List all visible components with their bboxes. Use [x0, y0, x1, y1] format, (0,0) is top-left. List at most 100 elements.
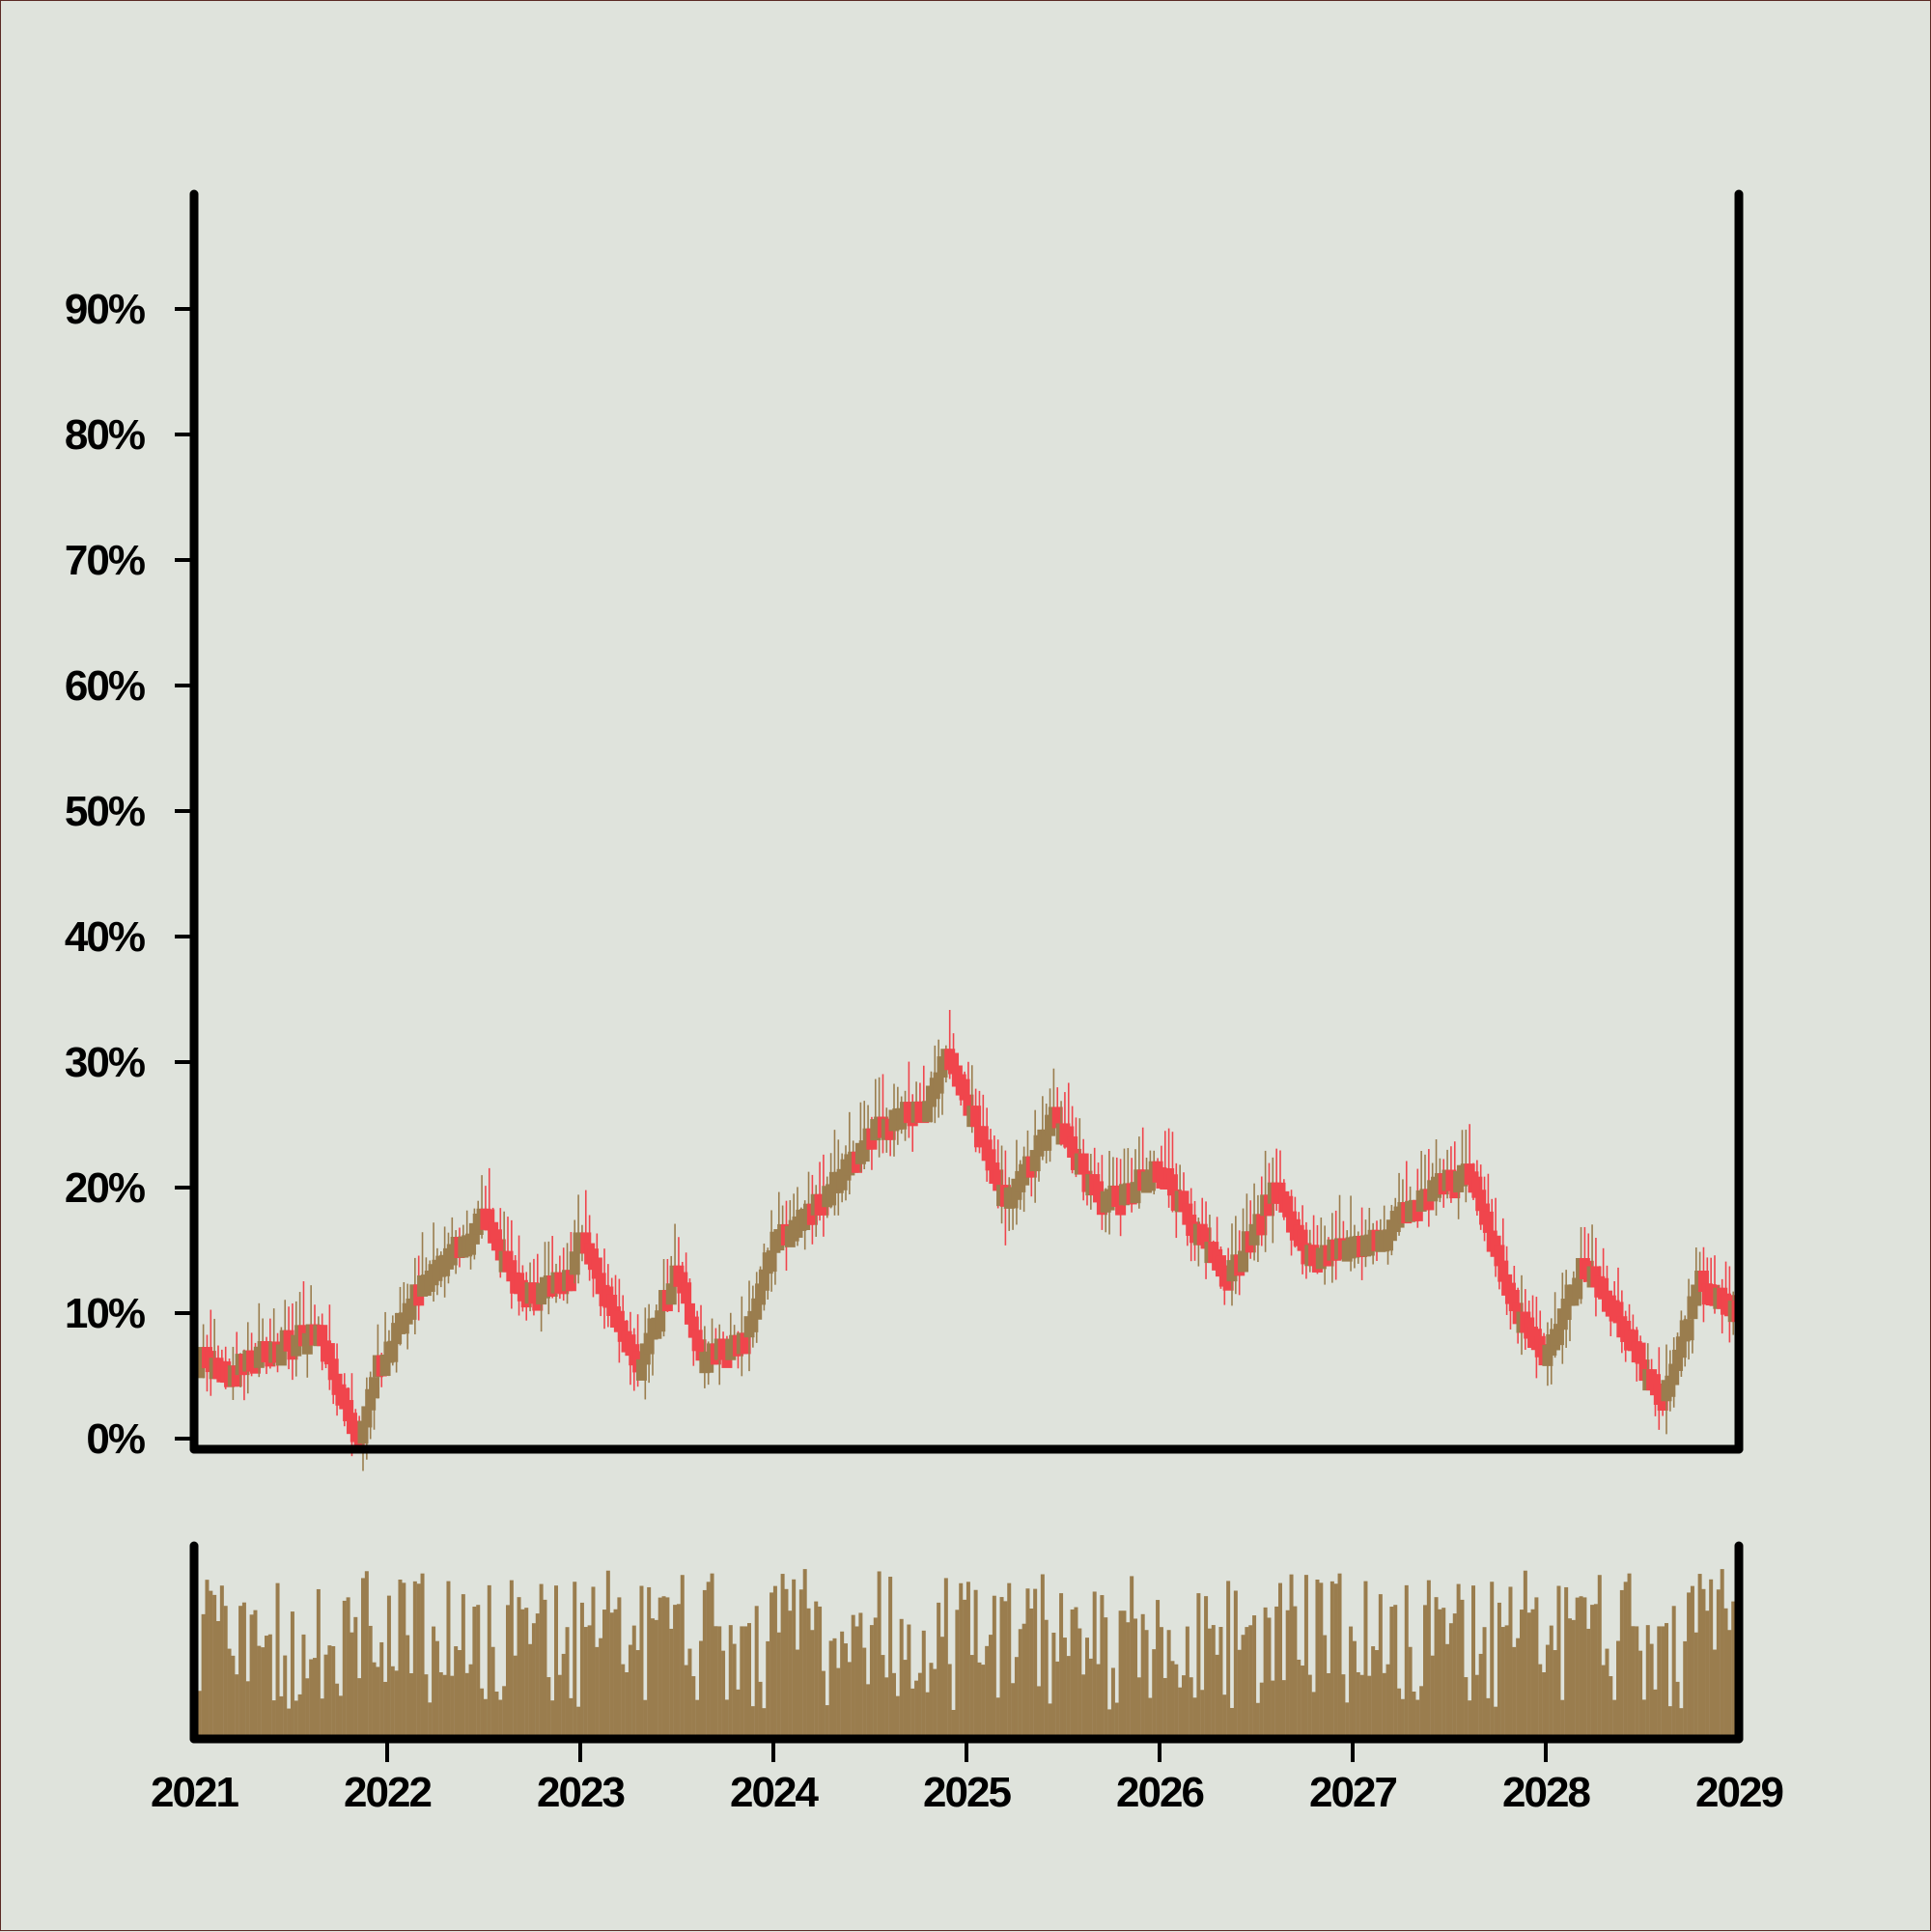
- volume-bar: [249, 1614, 254, 1735]
- volume-bar: [1490, 1582, 1495, 1735]
- volume-bar: [1497, 1602, 1501, 1735]
- volume-bar: [1408, 1646, 1413, 1735]
- volume-bar: [1412, 1691, 1416, 1735]
- candle-body: [339, 1387, 350, 1410]
- volume-bar: [929, 1663, 934, 1735]
- volume-bar: [1074, 1607, 1078, 1735]
- volume-bar: [346, 1597, 350, 1735]
- volume-bar: [1579, 1596, 1583, 1735]
- volume-bar: [1713, 1649, 1717, 1735]
- volume-bar: [294, 1700, 298, 1735]
- volume-bar: [372, 1662, 377, 1735]
- volume-bar: [840, 1631, 845, 1735]
- volume-bar: [390, 1666, 395, 1735]
- volume-bar: [873, 1617, 878, 1735]
- volume-bar: [1415, 1699, 1420, 1735]
- volume-bar: [617, 1597, 622, 1735]
- volume-bar: [576, 1706, 581, 1735]
- volume-bar: [287, 1708, 292, 1735]
- volume-bar: [1267, 1617, 1272, 1735]
- volume-bar: [825, 1705, 829, 1735]
- volume-bar: [364, 1571, 369, 1735]
- y-tick-label: 90%: [65, 286, 145, 333]
- volume-bar: [338, 1695, 343, 1735]
- volume-bar: [1307, 1674, 1312, 1735]
- volume-bar: [1478, 1653, 1483, 1735]
- candle-body: [1635, 1342, 1646, 1364]
- volume-bar: [361, 1578, 365, 1735]
- volume-bar: [1114, 1702, 1119, 1735]
- volume-bar: [888, 1577, 893, 1735]
- volume-bar: [238, 1606, 243, 1735]
- volume-bar: [1263, 1607, 1268, 1735]
- volume-bar: [520, 1609, 525, 1735]
- volume-bar: [680, 1575, 685, 1735]
- volume-bar: [1508, 1586, 1513, 1735]
- volume-bar: [1631, 1626, 1636, 1735]
- volume-bar: [669, 1628, 674, 1735]
- x-tick-label: 2022: [344, 1769, 431, 1816]
- volume-bar: [245, 1681, 250, 1735]
- candle-body: [595, 1273, 606, 1295]
- volume-bar: [1245, 1627, 1249, 1735]
- volume-bar: [1007, 1582, 1012, 1735]
- volume-bar: [1430, 1655, 1435, 1735]
- candle-body: [1627, 1330, 1638, 1352]
- volume-bar: [1204, 1596, 1209, 1735]
- volume-bar: [353, 1616, 358, 1735]
- volume-bar: [1378, 1594, 1383, 1735]
- volume-bar: [539, 1583, 544, 1735]
- volume-bar: [531, 1623, 536, 1735]
- x-axis-ticks: 2021 2022 2023 2024 2025 2026 2027 2028 2029: [151, 1739, 1784, 1816]
- price-candles: [190, 1009, 1743, 1471]
- volume-bar: [884, 1677, 889, 1735]
- x-tick-label: 2025: [923, 1769, 1011, 1816]
- volume-bar: [1077, 1628, 1082, 1735]
- candle-body: [1497, 1260, 1509, 1282]
- volume-bar: [368, 1625, 373, 1735]
- volume-bar: [921, 1630, 926, 1735]
- candle-body: [1256, 1214, 1268, 1236]
- volume-bar: [847, 1662, 852, 1735]
- candle-body: [1029, 1150, 1041, 1172]
- candle-body: [970, 1106, 982, 1128]
- volume-bar: [342, 1600, 347, 1735]
- volume-bar: [1635, 1626, 1639, 1735]
- volume-bar: [464, 1672, 469, 1735]
- volume-bar: [1133, 1618, 1137, 1735]
- volume-bar: [223, 1606, 228, 1735]
- volume-bar: [628, 1644, 632, 1735]
- volume-bar: [546, 1677, 551, 1735]
- volume-bar: [1259, 1682, 1264, 1735]
- volume-bar: [903, 1660, 908, 1735]
- volume-bar: [1534, 1597, 1539, 1735]
- candle-body: [1297, 1229, 1308, 1251]
- candle-body: [231, 1365, 242, 1387]
- volume-bar: [595, 1646, 600, 1735]
- volume-bar: [1215, 1654, 1219, 1735]
- volume-bar: [412, 1581, 417, 1735]
- volume-bar: [1526, 1612, 1531, 1735]
- volume-bar: [565, 1627, 570, 1735]
- volume-bar: [1211, 1625, 1216, 1735]
- y-tick-label: 40%: [65, 913, 145, 961]
- y-tick-label: 70%: [65, 537, 145, 584]
- volume-bar: [762, 1708, 767, 1735]
- volume-bar: [1486, 1697, 1491, 1735]
- volume-bar: [1285, 1610, 1290, 1735]
- volume-bar: [1385, 1664, 1390, 1735]
- candle-body: [1178, 1190, 1189, 1213]
- volume-bar: [854, 1626, 859, 1735]
- volume-bar: [320, 1698, 324, 1735]
- volume-bar: [494, 1691, 499, 1735]
- volume-bar: [1104, 1617, 1108, 1735]
- volume-bar: [1494, 1706, 1498, 1735]
- x-tick-label: 2029: [1695, 1769, 1782, 1816]
- volume-bar: [1170, 1661, 1175, 1735]
- volume-bar: [583, 1627, 588, 1735]
- volume-bar: [1441, 1608, 1446, 1735]
- candle-body: [751, 1298, 763, 1320]
- volume-bar: [1456, 1583, 1461, 1735]
- volume-bar: [1126, 1622, 1131, 1735]
